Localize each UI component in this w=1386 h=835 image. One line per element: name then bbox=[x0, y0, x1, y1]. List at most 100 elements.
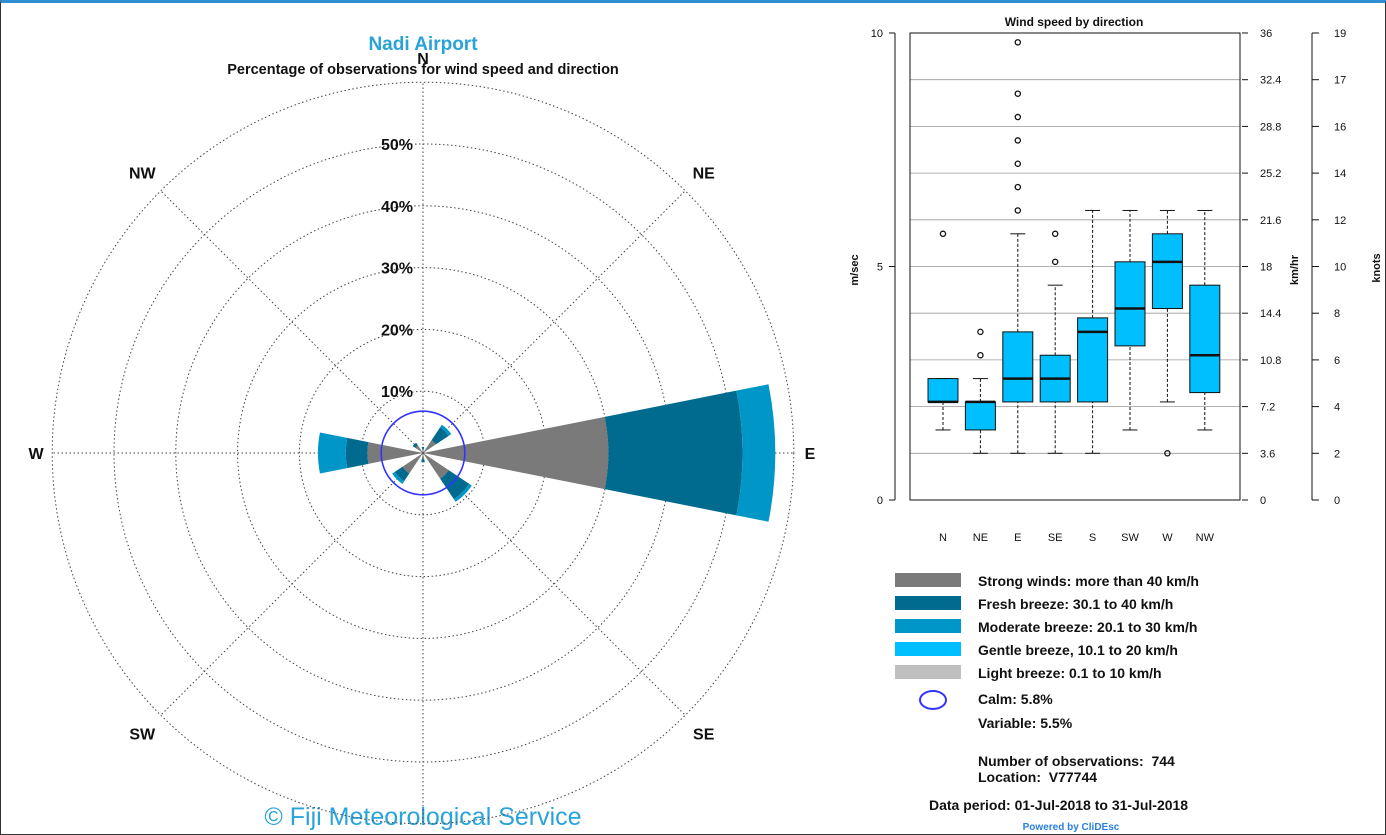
box-outlier bbox=[1014, 90, 1022, 97]
legend-label-2: Fresh breeze: 30.1 to 40 km/h bbox=[978, 596, 1173, 612]
rose-direction-label: NW bbox=[129, 165, 157, 182]
rose-sector-sw-band-1 bbox=[402, 453, 423, 474]
kmh-tick-label: 21.6 bbox=[1260, 215, 1281, 227]
knots-tick-label: 4 bbox=[1334, 402, 1340, 414]
ms-tick-label: 5 bbox=[877, 262, 883, 274]
kmh-tick-label: 0 bbox=[1260, 495, 1266, 507]
rose-sector-e-band-1 bbox=[423, 416, 609, 490]
box-outlier bbox=[939, 230, 947, 238]
legend-swatch-1 bbox=[895, 573, 961, 587]
legend-variable: Variable: 5.5% bbox=[978, 715, 1073, 731]
rose-sector-n-band-1 bbox=[422, 449, 424, 453]
knots-tick-label: 10 bbox=[1334, 262, 1346, 274]
rose-spoke bbox=[422, 190, 686, 454]
rose-spoke bbox=[160, 452, 424, 716]
rose-sector-s-band-2 bbox=[421, 459, 425, 463]
kmh-tick-label: 3.6 bbox=[1260, 448, 1275, 460]
rose-title: Nadi Airport bbox=[368, 34, 478, 55]
legend-swatch-5 bbox=[895, 665, 961, 679]
rose-direction-label: SW bbox=[129, 727, 156, 744]
box-title: Wind speed by direction bbox=[1005, 15, 1144, 29]
kmh-tick-label: 18 bbox=[1260, 262, 1272, 274]
box-plot: 0 5 10 0 3.6 7.2 10.8 14.4 18 21.6 25.2 28.8 32.4 36 0… bbox=[871, 28, 1347, 544]
box-category-label: S bbox=[1089, 532, 1096, 544]
y-label-ms: m/sec bbox=[849, 254, 861, 285]
rose-sector-n-band-2 bbox=[421, 446, 425, 450]
rose-ring-label: 20% bbox=[381, 322, 413, 339]
box-s bbox=[1077, 317, 1109, 403]
rose-subtitle: Percentage of observations for wind spee… bbox=[227, 62, 619, 78]
box-outlier bbox=[1014, 207, 1022, 214]
box-w bbox=[1151, 233, 1183, 310]
knots-tick-label: 16 bbox=[1334, 121, 1346, 133]
rose-sector-e-band-3 bbox=[736, 384, 776, 522]
legend-label-4: Gentle breeze, 10.1 to 20 km/h bbox=[978, 642, 1178, 658]
rose-direction-label: E bbox=[805, 446, 816, 463]
rose-sector-se-band-2 bbox=[440, 470, 470, 500]
rose-spoke bbox=[160, 190, 424, 454]
rose-direction-label: SE bbox=[693, 727, 715, 744]
legend-label-1: Strong winds: more than 40 km/h bbox=[978, 573, 1199, 589]
knots-tick-label: 8 bbox=[1334, 308, 1340, 320]
box-category-label: W bbox=[1162, 532, 1173, 544]
box-sw bbox=[1114, 261, 1146, 347]
rose-ring-label: 40% bbox=[381, 199, 413, 216]
box-category-label: NE bbox=[973, 532, 988, 544]
box-category-label: SE bbox=[1048, 532, 1063, 544]
rose-sector-e-band-2 bbox=[604, 390, 743, 516]
legend-calm-symbol bbox=[919, 690, 947, 710]
box-ne bbox=[964, 401, 996, 431]
kmh-tick-label: 10.8 bbox=[1260, 355, 1281, 367]
knots-tick-label: 2 bbox=[1334, 448, 1340, 460]
powered-by: Powered by CliDEsc bbox=[1023, 822, 1120, 833]
legend-swatch-3 bbox=[895, 619, 961, 633]
rose-sector-ne-band-1 bbox=[423, 440, 436, 453]
box-n bbox=[927, 378, 959, 403]
box-category-label: N bbox=[939, 532, 947, 544]
legend-calm: Calm: 5.8% bbox=[978, 691, 1053, 707]
box-outlier bbox=[977, 328, 984, 336]
legend: Strong winds: more than 40 km/h Fresh bre… bbox=[895, 573, 1199, 681]
y-label-kmh: km/hr bbox=[1289, 254, 1301, 285]
knots-tick-label: 17 bbox=[1334, 75, 1346, 87]
box-outlier bbox=[1164, 450, 1171, 457]
box-outlier bbox=[977, 351, 984, 359]
rose-direction-label: N bbox=[417, 51, 429, 68]
box-outlier bbox=[1051, 258, 1059, 266]
location-label: Location: V77744 bbox=[978, 769, 1097, 785]
box-e bbox=[1002, 331, 1034, 403]
rose-sector-ne-band-2 bbox=[431, 427, 449, 445]
box-outlier bbox=[1014, 39, 1022, 46]
box-outlier bbox=[1014, 160, 1022, 168]
knots-tick-label: 6 bbox=[1334, 355, 1340, 367]
rose-sector-nw-band-1 bbox=[415, 445, 423, 453]
kmh-tick-label: 7.2 bbox=[1260, 402, 1275, 414]
rose-ring-label: 30% bbox=[381, 261, 413, 278]
knots-tick-label: 12 bbox=[1334, 215, 1346, 227]
knots-tick-label: 19 bbox=[1334, 28, 1346, 40]
data-period: Data period: 01-Jul-2018 to 31-Jul-2018 bbox=[929, 797, 1188, 813]
rose-sector-se-band-1 bbox=[423, 453, 449, 479]
rose-ring-label: 10% bbox=[381, 384, 413, 401]
box-nw bbox=[1189, 284, 1221, 394]
rose-sector-se-band-3 bbox=[453, 483, 472, 502]
box-category-label: SW bbox=[1121, 532, 1139, 544]
legend-label-3: Moderate breeze: 20.1 to 30 km/h bbox=[978, 619, 1197, 635]
rose-sector-w-band-3 bbox=[317, 432, 348, 474]
rose-sector-sw-band-3 bbox=[392, 471, 405, 484]
legend-swatch-4 bbox=[895, 642, 961, 656]
box-outlier bbox=[1051, 230, 1059, 238]
calm-circle bbox=[380, 410, 466, 496]
box-category-label: E bbox=[1014, 532, 1021, 544]
box-outlier bbox=[1014, 183, 1022, 191]
box-outlier bbox=[1014, 137, 1022, 144]
rose-sectors bbox=[317, 384, 776, 522]
box-category-label: NW bbox=[1196, 532, 1215, 544]
observations-count: Number of observations: 744 bbox=[978, 753, 1175, 769]
rose-direction-label: W bbox=[28, 446, 44, 463]
box-plot-frame bbox=[909, 32, 1241, 501]
knots-tick-label: 14 bbox=[1334, 168, 1346, 180]
y-label-knots: knots bbox=[1371, 253, 1383, 282]
kmh-tick-label: 28.8 bbox=[1260, 121, 1281, 133]
